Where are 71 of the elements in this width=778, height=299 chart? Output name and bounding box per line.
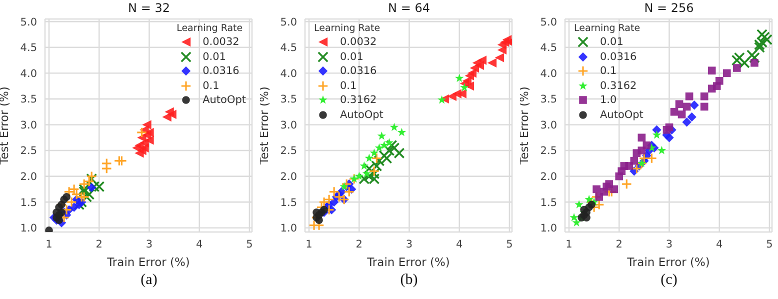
legend-label: 0.0032 <box>340 36 377 48</box>
x-axis-title: Train Error (%) <box>106 255 190 269</box>
legend-label: 0.01 <box>202 50 226 63</box>
y-tick-label: 2.5 <box>280 145 297 158</box>
legend-label: AutoOpt <box>202 94 246 106</box>
y-tick-label: 1.0 <box>540 222 557 235</box>
y-tick-label: 1.5 <box>20 196 37 209</box>
y-tick-label: 1.0 <box>280 222 297 235</box>
legend-label: 0.0032 <box>202 36 240 48</box>
y-tick-label: 3.0 <box>20 119 37 132</box>
legend-label: 0.1 <box>340 80 357 92</box>
y-tick-label: 5.0 <box>280 16 297 28</box>
x-axis-title: Train Error (%) <box>366 255 450 269</box>
legend-label: 0.01 <box>340 50 364 63</box>
y-tick-label: 3.5 <box>20 94 37 106</box>
x-tick-label: 1 <box>566 238 572 250</box>
y-tick-label: 4.5 <box>540 42 557 54</box>
y-tick-label: 3.5 <box>540 94 557 106</box>
x-tick-label: 3 <box>146 238 153 250</box>
y-tick-label: 2.5 <box>540 145 557 158</box>
legend-label: AutoOpt <box>600 108 644 121</box>
x-tick-label: 5 <box>246 238 253 250</box>
x-tick-label: 3 <box>666 238 673 250</box>
y-tick-label: 3.5 <box>280 94 297 106</box>
y-tick-label: 5.0 <box>540 16 557 28</box>
chart-title: N = 64 <box>387 1 431 15</box>
legend-title: Learning Rate <box>176 23 244 34</box>
y-tick-label: 4.0 <box>280 68 297 80</box>
y-tick-label: 2.0 <box>20 171 37 184</box>
chart-title: N = 32 <box>127 1 171 15</box>
x-tick-label: 5 <box>506 238 513 250</box>
legend-title: Learning Rate <box>314 23 382 34</box>
y-tick-label: 4.0 <box>20 68 37 80</box>
y-tick-label: 5.0 <box>20 16 37 28</box>
x-tick-label: 2 <box>616 238 622 250</box>
x-tick-label: 2 <box>96 238 102 250</box>
text: (c) <box>660 272 678 289</box>
x-axis-title: Train Error (%) <box>626 255 710 269</box>
y-tick-label: 4.5 <box>280 42 297 54</box>
y-tick-label: 4.0 <box>540 68 557 80</box>
legend-label: 0.01 <box>600 36 624 48</box>
x-tick-label: 3 <box>406 238 413 250</box>
y-tick-label: 2.5 <box>20 145 37 158</box>
legend-label: 0.3162 <box>340 94 377 106</box>
y-tick-label: 4.5 <box>20 42 37 54</box>
legend-label: 0.1 <box>202 80 220 92</box>
legend-label: 0.3162 <box>600 80 637 92</box>
legend-title: Learning Rate <box>574 23 642 34</box>
x-tick-label: 4 <box>196 238 204 250</box>
y-tick-label: 2.0 <box>540 171 557 184</box>
y-tick-label: 3.0 <box>280 119 297 132</box>
legend-label: AutoOpt <box>340 108 384 121</box>
x-tick-label: 2 <box>356 238 362 250</box>
y-tick-label: 2.0 <box>280 171 297 184</box>
y-tick-label: 3.0 <box>540 119 557 132</box>
legend-label: 0.0316 <box>202 65 240 78</box>
legend-label: 0.1 <box>600 65 617 78</box>
text: (a) <box>140 272 158 289</box>
legend-label: 0.0316 <box>340 65 377 78</box>
x-tick-label: 4 <box>456 238 464 250</box>
x-tick-label: 1 <box>46 238 52 250</box>
y-tick-label: 1.5 <box>280 196 297 209</box>
y-tick-label: 1.0 <box>20 222 37 235</box>
x-tick-label: 4 <box>716 238 724 250</box>
x-tick-label: 5 <box>766 238 773 250</box>
x-tick-label: 1 <box>306 238 312 250</box>
y-tick-label: 1.5 <box>540 196 557 209</box>
chart-title: N = 256 <box>643 1 695 15</box>
legend-label: 0.0316 <box>600 50 637 63</box>
text: (b) <box>399 272 419 289</box>
legend-label: 1.0 <box>600 94 617 106</box>
